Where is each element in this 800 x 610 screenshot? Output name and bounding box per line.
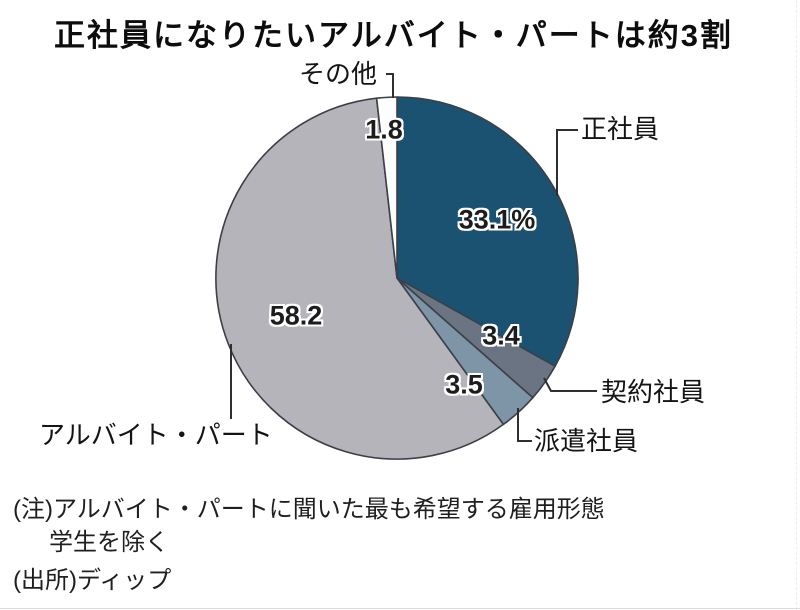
slice-sonota bbox=[375, 96, 398, 279]
slice-label-arbeit-part: アルバイト・パート bbox=[39, 420, 273, 450]
bottom-edge-divider bbox=[0, 608, 800, 609]
chart-title: 正社員になりたいアルバイト・パートは約3割 bbox=[54, 18, 733, 53]
slice-value-arbeit-part: 58.2 bbox=[269, 300, 323, 331]
slice-label-seishain: 正社員 bbox=[581, 114, 660, 144]
leader-line-sonota bbox=[386, 73, 394, 98]
slice-seishain bbox=[396, 96, 579, 367]
right-edge-divider bbox=[796, 0, 797, 610]
slice-value-haken-shain: 3.5 bbox=[445, 369, 483, 400]
slice-value-sonota: 1.8 bbox=[365, 114, 403, 145]
leader-lines bbox=[230, 73, 597, 442]
slice-label-haken-shain: 派遣社員 bbox=[534, 426, 639, 456]
footnote-line1: (注)アルバイト・パートに聞いた最も希望する雇用形態 bbox=[13, 496, 605, 523]
slice-label-sonota: その他 bbox=[299, 59, 378, 89]
footnote-line2: 学生を除く bbox=[49, 529, 169, 556]
source-note: (出所)ディップ bbox=[13, 567, 172, 594]
leader-line-keiyaku bbox=[543, 377, 597, 392]
pie-slices bbox=[215, 96, 579, 460]
leader-line-seishain bbox=[556, 129, 578, 196]
slice-value-keiyaku-shain: 3.4 bbox=[482, 320, 520, 351]
slice-label-keiyaku-shain: 契約社員 bbox=[601, 377, 706, 407]
slice-arbeit-part bbox=[215, 97, 505, 460]
leader-line-haken bbox=[517, 408, 532, 442]
slice-value-seishain: 33.1% bbox=[458, 204, 536, 235]
